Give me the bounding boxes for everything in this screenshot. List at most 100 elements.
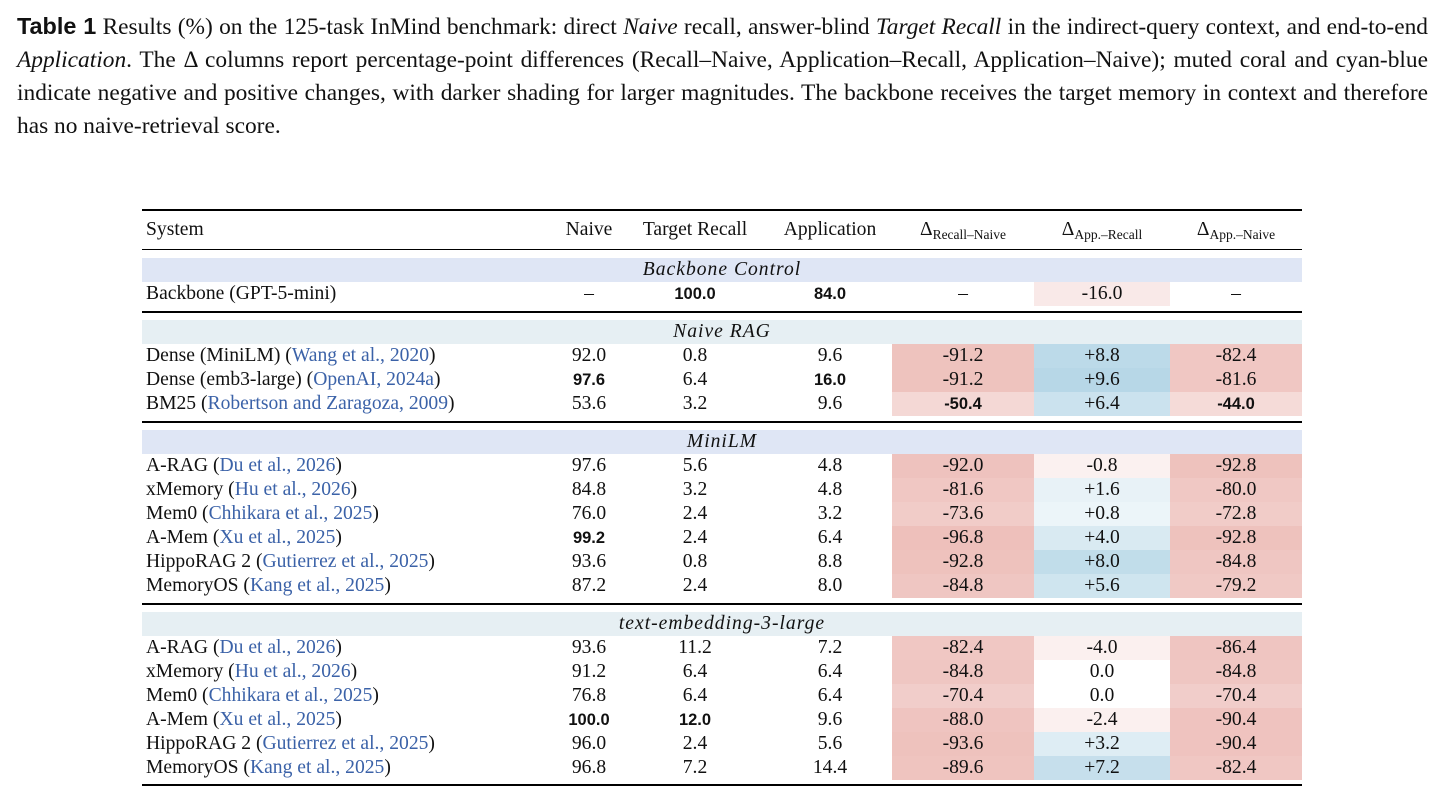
cell-naive: 76.8 [571,685,607,706]
cell-naive: 93.6 [571,637,607,658]
cell-app: 8.0 [817,575,843,596]
system-label-end: ) [428,733,435,754]
table-row: HippoRAG 2 (Gutierrez et al., 2025) 93.6 0… [142,550,1302,574]
caption-run: . The Δ columns report percentage-point … [17,47,1428,139]
system-name: BM25 (Robertson and Zaragoza, 2009) [142,392,556,416]
table-row: A-Mem (Xu et al., 2025) 100.0 12.0 9.6 -88.0… [142,708,1302,732]
citation-link[interactable]: Gutierrez et al., 2025 [262,551,429,572]
citation-link[interactable]: Robertson and Zaragoza, 2009 [207,393,449,414]
cell-target: 5.6 [682,455,708,476]
system-name: Mem0 (Chhikara et al., 2025) [142,502,556,526]
system-label-end: ) [335,455,342,476]
cell-app: 6.4 [817,685,843,706]
cell-target: 11.2 [678,637,712,658]
cell-d2: +5.6 [1034,574,1170,598]
cell-d1: -92.0 [892,454,1034,478]
table-top-rule [142,209,1302,211]
cell-target: 2.4 [682,503,708,524]
cell-d3: -90.4 [1170,732,1302,756]
cell-d3: -81.6 [1170,368,1302,392]
caption-emphasis: Application [17,47,127,73]
citation-link[interactable]: Kang et al., 2025 [249,575,385,596]
cell-d1: -91.2 [892,344,1034,368]
cell-naive: 91.2 [571,661,607,682]
citation-link[interactable]: OpenAI, 2024a [313,369,434,390]
system-label-end: ) [429,345,436,366]
cell-d1: -91.2 [892,368,1034,392]
citation-link[interactable]: Du et al., 2026 [219,455,336,476]
cell-app: 7.2 [817,637,843,658]
section-header: Naive RAG [142,320,1302,344]
system-label: Dense (MiniLM) ( [146,345,292,366]
citation-link[interactable]: Hu et al., 2026 [234,479,351,500]
cell-d2: +3.2 [1034,732,1170,756]
citation-link[interactable]: Gutierrez et al., 2025 [262,733,429,754]
system-label-end: ) [335,637,342,658]
cell-d3: -92.8 [1170,454,1302,478]
cell-d1: -81.6 [892,478,1034,502]
system-label-end: ) [335,527,342,548]
cell-d1: -93.6 [892,732,1034,756]
section-header: MiniLM [142,430,1302,454]
cell-d3: -82.4 [1170,756,1302,780]
table-bottom-rule [142,784,1302,786]
caption-emphasis: Naive [623,14,678,40]
caption-emphasis: Target Recall [875,14,1002,40]
cell-app: 6.4 [817,527,843,548]
cell-target: 3.2 [682,479,708,500]
cell-app: 14.4 [812,757,848,778]
section-rule [142,603,1302,605]
cell-d1: -82.4 [892,636,1034,660]
system-name: xMemory (Hu et al., 2026) [142,478,556,502]
system-label: Backbone (GPT-5-mini) [146,283,337,304]
section-header: text-embedding-3-large [142,612,1302,636]
header-naive: Naive [565,219,613,240]
table-row: A-RAG (Du et al., 2026) 97.6 5.6 4.8 -92.0 -0… [142,454,1302,478]
system-label: Mem0 ( [146,503,209,524]
citation-link[interactable]: Kang et al., 2025 [249,757,385,778]
citation-link[interactable]: Chhikara et al., 2025 [208,685,373,706]
citation-link[interactable]: Wang et al., 2020 [291,345,430,366]
system-label: HippoRAG 2 ( [146,733,263,754]
citation-link[interactable]: Chhikara et al., 2025 [208,503,373,524]
cell-d2: +4.0 [1034,526,1170,550]
system-label: A-Mem ( [146,709,220,730]
cell-d1: -88.0 [892,708,1034,732]
cell-target: 3.2 [682,393,708,414]
system-label: HippoRAG 2 ( [146,551,263,572]
table-row: Mem0 (Chhikara et al., 2025) 76.0 2.4 3.2 -7… [142,502,1302,526]
caption-text: Results (%) on the 125-task InMind bench… [17,14,1428,139]
system-name: MemoryOS (Kang et al., 2025) [142,756,556,780]
cell-target: 12.0 [678,711,712,729]
cell-d3: -70.4 [1170,684,1302,708]
table-row: A-Mem (Xu et al., 2025) 99.2 2.4 6.4 -96.8 +4… [142,526,1302,550]
citation-link[interactable]: Xu et al., 2025 [219,527,336,548]
header-row: System Naive Target Recall Application Δ… [142,211,1302,249]
cell-d2: -16.0 [1034,282,1170,306]
cell-naive: 76.0 [571,503,607,524]
table-row: BM25 (Robertson and Zaragoza, 2009) 53.6 3… [142,392,1302,416]
system-label-end: ) [384,575,391,596]
header-delta-app-naive: ΔApp.–Naive [1196,219,1276,242]
citation-link[interactable]: Du et al., 2026 [219,637,336,658]
cell-naive: 96.0 [571,733,607,754]
table-row: xMemory (Hu et al., 2026) 84.8 3.2 4.8 -81.6… [142,478,1302,502]
cell-d3: -44.0 [1170,392,1302,416]
cell-d3: -84.8 [1170,550,1302,574]
cell-target: 2.4 [682,575,708,596]
cell-app: 9.6 [817,393,843,414]
section-rule [142,421,1302,423]
citation-link[interactable]: Hu et al., 2026 [234,661,351,682]
cell-d2: -0.8 [1034,454,1170,478]
system-name: HippoRAG 2 (Gutierrez et al., 2025) [142,550,556,574]
cell-naive: – [584,283,594,304]
header-delta-recall-naive: ΔRecall–Naive [919,219,1007,242]
cell-d2: +1.6 [1034,478,1170,502]
cell-d3: -79.2 [1170,574,1302,598]
cell-d2: 0.0 [1089,661,1115,682]
table-row: A-RAG (Du et al., 2026) 93.6 11.2 7.2 -82.4-… [142,636,1302,660]
cell-app: 5.6 [817,733,843,754]
cell-app: 9.6 [817,345,843,366]
cell-d2: 0.0 [1089,685,1115,706]
citation-link[interactable]: Xu et al., 2025 [219,709,336,730]
